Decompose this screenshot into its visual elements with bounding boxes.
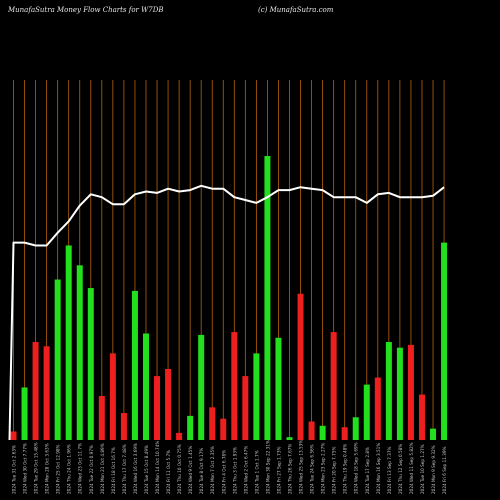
money-flow-bar [242, 376, 249, 440]
x-tick-label: 2024 Tue 22 Oct 0.97% [89, 445, 94, 494]
x-tick-label: 2024 Fri 11 Oct 5.7% [166, 450, 171, 494]
x-tick-label: 2024 Tue 29 Oct 15.48% [34, 442, 39, 494]
money-flow-bar [374, 377, 381, 440]
money-flow-bar [264, 156, 271, 440]
money-flow-bar [341, 427, 348, 440]
x-tick-label: 2024 Mon 7 Oct 2.35% [210, 446, 215, 494]
x-tick-label: 2024 Tue 8 Oct 9.17% [199, 448, 204, 494]
x-tick-label: 2024 Mon 28 Oct 3.63% [45, 443, 50, 494]
x-tick-label: 2024 Fri 13 Sep 7.37% [387, 446, 392, 494]
money-flow-bar [176, 432, 183, 440]
money-flow-bar [363, 384, 370, 440]
x-tick-label: 2024 Thu 17 Oct 7.48% [122, 444, 127, 494]
x-tick-label: 2024 Mon 21 Oct 4.89% [100, 443, 105, 494]
x-tick-label: 2024 Tue 31 Oct 2.63% [12, 445, 17, 494]
x-tick-label: 2024 Tue 10 Sep 1.27% [420, 444, 425, 494]
x-tick-label: 2024 Thu 26 Sep 7.67% [288, 444, 293, 494]
x-tick-label: 2024 Thu 19 Sep 0.48% [343, 444, 348, 494]
chart-title: MunafaSutra Money Flow Charts for W7DB [8, 6, 164, 14]
money-flow-bar [120, 413, 127, 440]
x-tick-label: 2024 Tue 15 Oct 8.49% [144, 445, 149, 494]
money-flow-bar [209, 407, 216, 440]
money-flow-bar [430, 428, 437, 440]
x-tick-label: 2024 Mon 30 Sep 22.31% [265, 440, 270, 494]
money-flow-bar [154, 376, 161, 440]
x-tick-label: 2024 Mon 23 Sep 2.27% [321, 443, 326, 494]
x-tick-label: 2024 Fri 18 Oct 16.7% [111, 447, 116, 494]
money-flow-bar [131, 290, 138, 440]
money-flow-bar [352, 417, 359, 440]
x-tick-label: 2024 Tue 17 Sep 2.8% [365, 447, 370, 494]
x-tick-label: 2024 Fri 20 Sep 7.75% [332, 446, 337, 494]
money-flow-bar [275, 337, 282, 440]
money-flow-bar [54, 279, 61, 440]
money-flow-bar [220, 418, 227, 440]
x-tick-label: 2024 Wed 16 Oct 3.69% [133, 443, 138, 494]
money-flow-bar [187, 415, 194, 440]
money-flow-bar [142, 333, 149, 440]
x-tick-label: 2024 Thu 3 Oct 1.93% [232, 447, 237, 494]
money-flow-bar [407, 344, 414, 440]
money-flow-bar [10, 431, 17, 440]
x-tick-label: 2024 Wed 2 Oct 6.47% [243, 446, 248, 494]
money-flow-bar [319, 425, 326, 440]
x-tick-label: 2024 Fri 27 Sep 1.73% [276, 446, 281, 494]
x-tick-label: 2024 Thu 10 Oct 0.75% [177, 444, 182, 494]
x-tick-label: 2024 Fri 25 Oct 12.98% [56, 444, 61, 494]
x-tick-label: 2024 Wed 9 Oct 1.45% [188, 446, 193, 494]
x-tick-label: 2024 Thu 12 Sep 0.58% [398, 444, 403, 494]
money-flow-bar [308, 421, 315, 440]
money-flow-bar [231, 332, 238, 440]
x-tick-label: 2024 Wed 18 Sep 5.69% [354, 442, 359, 494]
x-tick-label: 2024 Wed 30 Oct 7.77% [23, 443, 28, 494]
money-flow-bar [76, 265, 83, 440]
x-tick-label: 2024 Mon 9 Sep 9.32% [431, 445, 436, 494]
money-flow-bar [441, 242, 448, 440]
money-flow-bar [286, 437, 293, 440]
money-flow-bar [330, 332, 337, 440]
money-flow-bar [32, 342, 39, 440]
money-flow-bar [43, 346, 50, 440]
x-tick-label: 2024 Wed 11 Sep 5.82% [409, 442, 414, 494]
money-flow-bar [165, 369, 172, 440]
x-tick-label: 2024 Wed 23 Oct 11.7% [78, 443, 83, 494]
x-tick-label: 2024 Fri 4 Oct 6.78% [221, 450, 226, 494]
x-tick-label: 2024 Mon 14 Oct 10.74% [155, 441, 160, 494]
trend-line [8, 184, 445, 441]
x-tick-label: 2024 Thu 24 Oct 1.96% [67, 444, 72, 494]
money-flow-bar [109, 353, 116, 440]
money-flow-bar [21, 387, 28, 440]
money-flow-bar [87, 288, 94, 440]
x-tick-label: 2024 Tue 24 Sep 6.56% [310, 444, 315, 494]
money-flow-bar [297, 293, 304, 440]
money-flow-bar [98, 395, 105, 440]
money-flow-bar [198, 334, 205, 440]
chart-source: (c) MunafaSutra.com [258, 6, 334, 14]
money-flow-bar [253, 353, 260, 440]
x-tick-label: 2024 Wed 25 Sep 13.53% [299, 440, 304, 494]
money-flow-bar [385, 342, 392, 440]
money-flow-bar [65, 245, 72, 440]
money-flow-bar [418, 394, 425, 440]
x-tick-label: 2024 Mon 16 Sep 3.51% [376, 443, 381, 494]
money-flow-bar [396, 347, 403, 440]
x-tick-label: 2024 Fri 6 Sep 11.39% [442, 446, 447, 494]
x-tick-label: 2024 Tue 1 Oct 1.7% [254, 450, 259, 494]
